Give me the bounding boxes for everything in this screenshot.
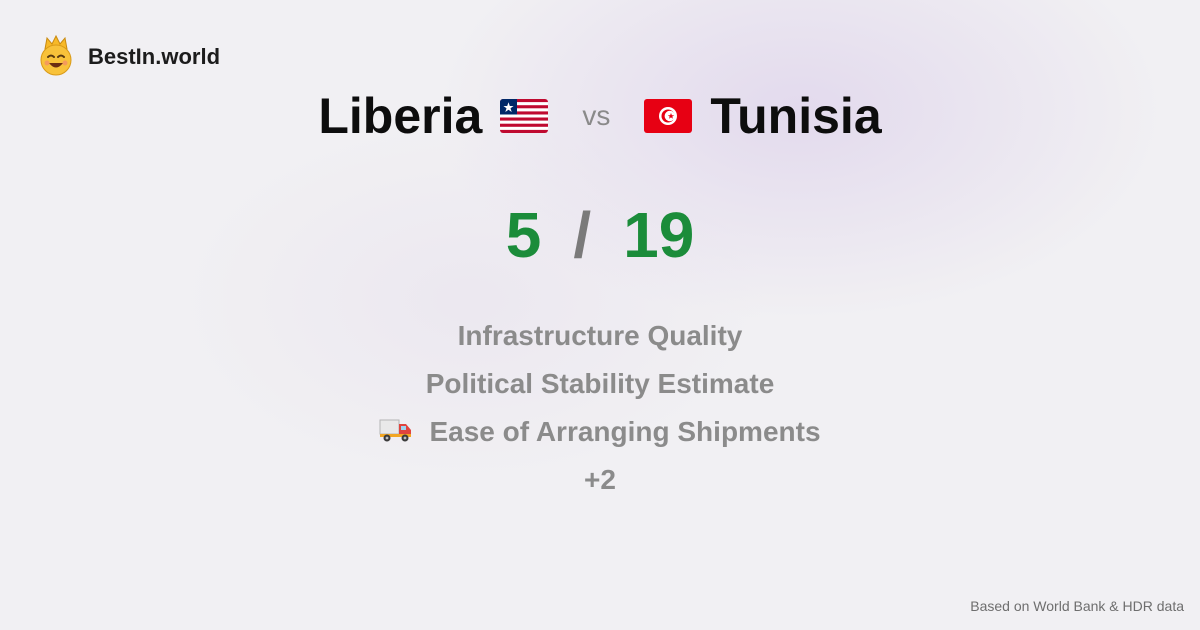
tunisia-flag-icon	[644, 99, 693, 133]
metrics-list: Infrastructure Quality Political Stabili…	[0, 312, 1200, 504]
right-score: 19	[623, 199, 695, 271]
truck-icon	[379, 415, 413, 450]
left-country-name: Liberia	[318, 88, 483, 144]
metric-item: Ease of Arranging Shipments	[379, 408, 821, 456]
brand[interactable]: BestIn.world	[38, 34, 221, 81]
metric-label: Infrastructure Quality	[457, 320, 743, 351]
crown-smiley-icon	[38, 34, 74, 81]
source-note: Based on World Bank & HDR data	[970, 598, 1184, 614]
vs-label: vs	[582, 100, 611, 131]
liberia-flag-icon	[500, 99, 549, 133]
score: 5 / 19	[0, 195, 1200, 275]
left-score: 5	[505, 199, 542, 271]
comparison-title: Liberia vs Tunisia	[0, 86, 1200, 146]
metric-label: Ease of Arranging Shipments	[429, 416, 821, 447]
score-separator: /	[573, 199, 592, 271]
metric-item: Infrastructure Quality	[458, 312, 743, 360]
more-count: +2	[584, 464, 616, 495]
brand-name: BestIn.world	[88, 44, 221, 69]
metric-item: Political Stability Estimate	[426, 360, 775, 408]
right-country-name: Tunisia	[710, 88, 882, 144]
metric-label: Political Stability Estimate	[425, 368, 775, 399]
